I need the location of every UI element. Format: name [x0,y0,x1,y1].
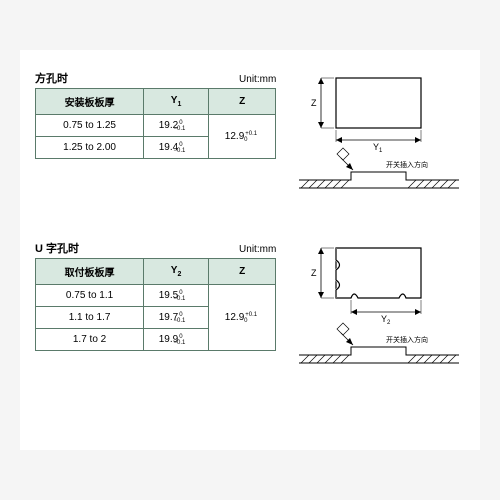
spec-page: 方孔时 Unit:mm 安装板板厚 Y1 Z 0.75 to 1.25 19.2… [20,50,480,450]
diagram2-svg: Z Y2 [291,240,461,390]
table2-col-thickness: 取付板板厚 [36,259,144,285]
insert-label-1: 开关插入方向 [386,160,428,169]
z-label-1: Z [311,98,317,108]
section-u-hole: U 字孔时 Unit:mm 取付板板厚 Y2 Z 0.75 to 1.1 19.… [35,240,465,390]
plate-cross-section-2: 开关插入方向 [299,323,459,363]
diagram1: Z Y1 [276,70,465,210]
table2: 取付板板厚 Y2 Z 0.75 to 1.1 19.50−0.1 12.9+0.… [35,258,276,351]
diagram2: Z Y2 [276,240,465,390]
z-label-2: Z [311,268,317,278]
unit-label-2: Unit:mm [239,244,276,255]
table2-r1-thick: 1.1 to 1.7 [36,307,144,329]
table1-r0-thick: 0.75 to 1.25 [36,115,144,137]
section-square-hole: 方孔时 Unit:mm 安装板板厚 Y1 Z 0.75 to 1.25 19.2… [35,70,465,210]
insert-label-2: 开关插入方向 [386,335,428,344]
table1: 安装板板厚 Y1 Z 0.75 to 1.25 19.20−0.1 12.9+0… [35,88,276,159]
table1-col-y: Y1 [144,89,209,115]
svg-text:Y2: Y2 [381,314,391,326]
table1-col-thickness: 安装板板厚 [36,89,144,115]
table2-title: U 字孔时 [35,240,79,256]
table1-r1-thick: 1.25 to 2.00 [36,137,144,159]
diagram1-svg: Z Y1 [291,70,461,210]
table2-z: 12.9+0.10 [209,285,276,351]
table2-r0-thick: 0.75 to 1.1 [36,285,144,307]
table2-r2-y: 19.90−0.1 [144,329,209,351]
svg-text:Y1: Y1 [373,142,383,154]
table2-r2-thick: 1.7 to 2 [36,329,144,351]
table1-z: 12.9+0.10 [209,115,276,159]
table2-r1-y: 19.70−0.1 [144,307,209,329]
table2-header-row: U 字孔时 Unit:mm [35,240,276,256]
table2-r0-y: 19.50−0.1 [144,285,209,307]
table2-block: U 字孔时 Unit:mm 取付板板厚 Y2 Z 0.75 to 1.1 19.… [35,240,276,351]
table1-r0-y: 19.20−0.1 [144,115,209,137]
table1-r1-y: 19.40−0.1 [144,137,209,159]
table1-header-row: 方孔时 Unit:mm [35,70,276,86]
plate-cross-section-1: 开关插入方向 [299,148,459,188]
table1-col-z: Z [209,89,276,115]
table1-title: 方孔时 [35,70,68,86]
table2-col-z: Z [209,259,276,285]
unit-label-1: Unit:mm [239,74,276,85]
table2-col-y: Y2 [144,259,209,285]
table1-block: 方孔时 Unit:mm 安装板板厚 Y1 Z 0.75 to 1.25 19.2… [35,70,276,159]
